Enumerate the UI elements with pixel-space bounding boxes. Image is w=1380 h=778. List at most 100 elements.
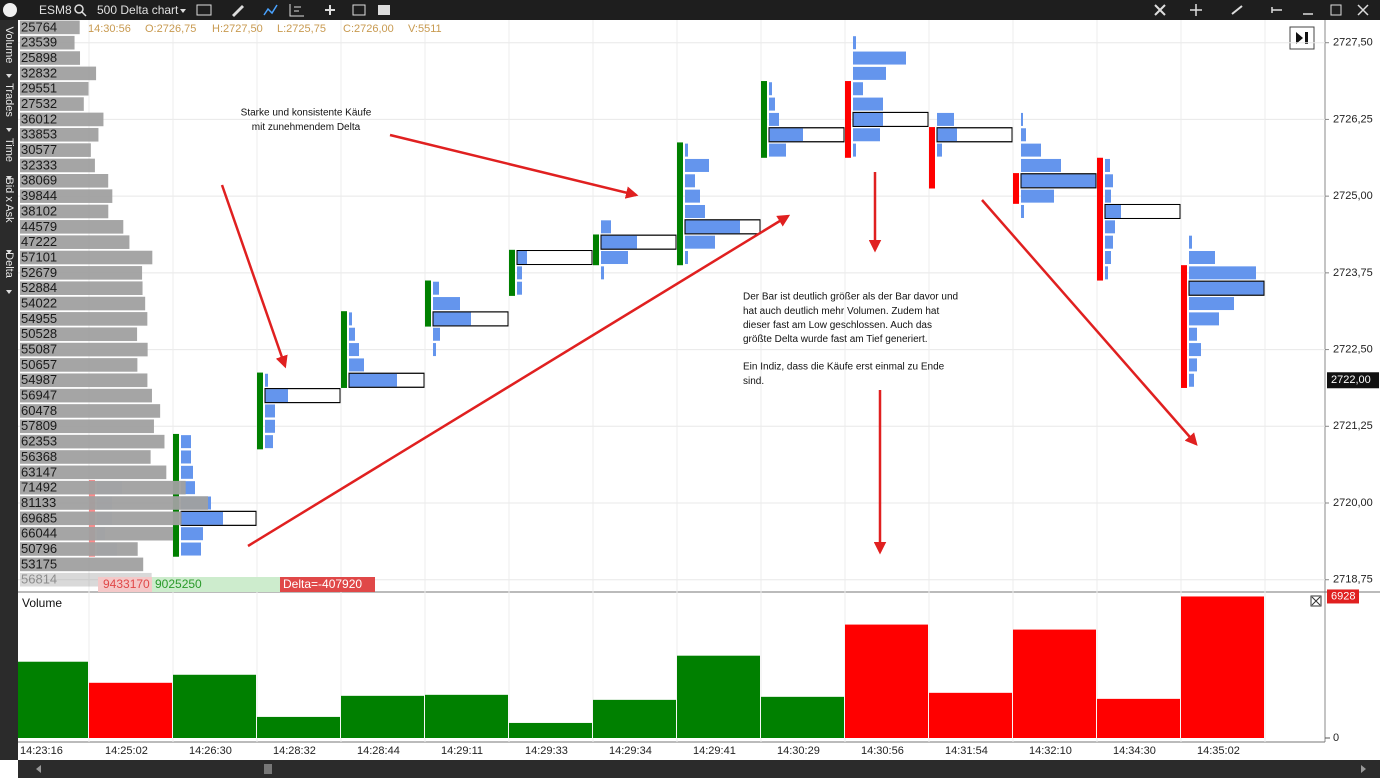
level-volume — [181, 465, 193, 479]
sidebar-tab[interactable]: Delta — [3, 252, 15, 279]
level-volume — [601, 266, 604, 280]
ohlc-info: L:2725,75 — [277, 23, 326, 35]
profile-bar — [20, 250, 153, 265]
profile-label: 63147 — [21, 464, 57, 479]
pane-close-icon[interactable] — [1311, 596, 1321, 606]
maximize-button[interactable] — [1330, 4, 1342, 16]
max-delta-outline — [432, 311, 509, 327]
chart-selector[interactable]: 500 Delta chart — [97, 3, 179, 17]
level-volume — [685, 204, 705, 218]
scroll-end-icon[interactable] — [1296, 32, 1308, 44]
sidebar-tab[interactable]: Volume — [3, 27, 15, 64]
symbol[interactable]: ESM8 — [39, 3, 72, 17]
cluster-bar — [761, 81, 845, 158]
profile-bar — [20, 419, 154, 434]
y-tick-label: 2727,50 — [1333, 37, 1373, 49]
candle-body — [509, 249, 515, 296]
profile-bar — [20, 450, 151, 464]
max-delta-outline — [264, 388, 341, 404]
level-volume — [685, 174, 695, 188]
level-volume — [517, 281, 522, 295]
level-volume — [1105, 220, 1115, 234]
candle-body — [257, 372, 263, 450]
volume-bar — [257, 716, 340, 738]
level-volume — [1105, 158, 1110, 172]
layout-icon[interactable] — [378, 5, 390, 15]
annotation: Ein Indiz, dass die Käufe erst einmal zu… — [743, 362, 945, 373]
level-volume — [433, 327, 440, 341]
sidebar-tab[interactable]: Trades — [3, 83, 15, 117]
add-icon[interactable] — [325, 5, 335, 15]
profile-bar — [20, 220, 124, 234]
level-volume — [1189, 343, 1201, 357]
level-volume — [853, 82, 863, 96]
overlay: 2727,50 2726,25 2725,00 2723,75 2722,50 2721,… — [18, 23, 1379, 757]
arrows — [220, 133, 1198, 555]
sidebar — [0, 20, 18, 760]
profile-label: 52679 — [21, 265, 57, 280]
profile-bar — [20, 496, 208, 510]
dropdown-arrow[interactable] — [180, 9, 186, 13]
scrollbar-thumb[interactable] — [264, 764, 272, 774]
level-volume — [853, 51, 906, 65]
profile-label: 38102 — [21, 203, 57, 218]
level-volume — [853, 143, 856, 157]
indicator-icon[interactable] — [263, 4, 278, 16]
total-ask: 9433170 — [103, 577, 150, 591]
volume-bar — [761, 696, 844, 738]
profile-bar — [20, 173, 109, 188]
profile-label: 25898 — [21, 50, 57, 65]
level-volume — [937, 143, 942, 157]
level-volume — [1105, 204, 1121, 218]
level-volume — [1021, 128, 1026, 142]
level-volume — [1189, 251, 1215, 265]
arrow — [220, 184, 288, 369]
level-volume — [853, 66, 886, 80]
volume-bar — [18, 661, 88, 738]
tab-arrow — [6, 176, 12, 180]
profile-label: 38069 — [21, 173, 57, 188]
cluster-bar — [845, 36, 929, 158]
sidebar-tab[interactable]: Time — [3, 138, 15, 162]
profile-bar — [20, 557, 144, 572]
candle-body — [929, 127, 935, 189]
y-tick-label: 2720,00 — [1333, 497, 1373, 509]
close-button[interactable] — [1357, 4, 1369, 16]
x-tick-label: 14:28:32 — [273, 745, 316, 757]
draw-icon[interactable] — [232, 5, 244, 17]
level-volume — [685, 235, 715, 249]
template-icon[interactable] — [289, 4, 304, 17]
link-icon[interactable] — [1231, 5, 1243, 15]
level-volume — [1021, 143, 1041, 157]
scrollbar[interactable] — [18, 760, 1380, 778]
window-icon[interactable] — [352, 4, 366, 16]
max-delta-outline — [1188, 280, 1265, 296]
profile-label: 54022 — [21, 295, 57, 310]
crosshair-icon[interactable] — [1190, 4, 1202, 16]
profile-bar — [20, 158, 95, 173]
sidebar-tab[interactable]: Bid x Ask — [3, 177, 15, 223]
profile-label: 39844 — [21, 188, 57, 203]
profile-bar — [20, 97, 84, 111]
pin-icon[interactable] — [1271, 7, 1282, 13]
profile-label: 47222 — [21, 234, 57, 249]
candle-body — [341, 311, 347, 388]
candle-body — [845, 81, 851, 158]
x-tick-label: 14:30:29 — [777, 745, 820, 757]
search-icon[interactable] — [74, 4, 87, 17]
level-volume — [685, 158, 709, 172]
display-icon[interactable] — [196, 4, 212, 16]
level-volume — [1105, 266, 1108, 280]
total-bg — [152, 577, 280, 592]
level-volume — [1189, 266, 1256, 280]
profile-label: 32832 — [21, 65, 57, 80]
x-tick-label: 14:29:33 — [525, 745, 568, 757]
logo[interactable] — [3, 3, 17, 17]
level-volume — [181, 450, 191, 464]
profile-bar — [20, 480, 186, 495]
profile-bar — [20, 35, 75, 50]
level-volume — [685, 251, 688, 265]
level-volume — [265, 404, 275, 418]
settings-icon[interactable] — [1154, 4, 1166, 16]
